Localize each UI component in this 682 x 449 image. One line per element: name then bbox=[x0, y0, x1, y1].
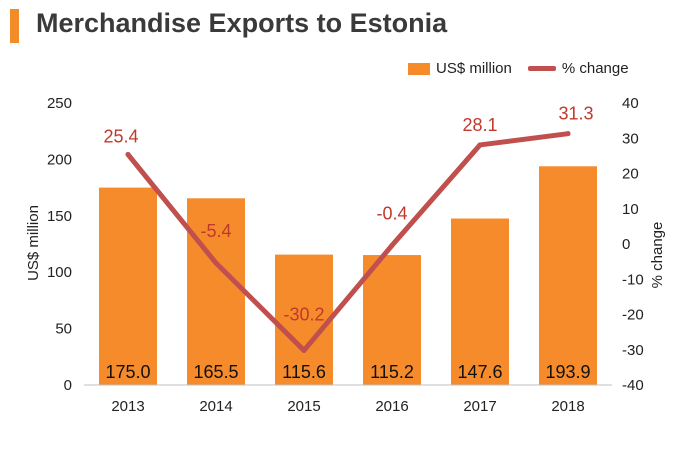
line-point bbox=[565, 131, 571, 137]
y-axis-label-left: US$ million bbox=[25, 205, 42, 281]
pct-change-line bbox=[125, 131, 571, 353]
left-tick-label: 50 bbox=[55, 321, 72, 338]
x-tick-label: 2013 bbox=[111, 398, 144, 415]
x-axis-ticks: 2013 2014 2015 2016 2017 2018 bbox=[111, 398, 584, 415]
right-tick-label: 10 bbox=[622, 201, 639, 218]
bar bbox=[99, 187, 157, 385]
bar bbox=[363, 255, 421, 385]
left-tick-label: 150 bbox=[47, 208, 72, 225]
right-tick-label: -30 bbox=[622, 342, 644, 359]
right-tick-label: -10 bbox=[622, 271, 644, 288]
line-point bbox=[301, 347, 307, 353]
bar-data-label: 193.9 bbox=[545, 362, 590, 382]
bar bbox=[451, 218, 509, 385]
left-axis-ticks: 0 50 100 150 200 250 bbox=[47, 95, 72, 394]
legend-item-bar: US$ million bbox=[408, 60, 512, 77]
line-point bbox=[477, 142, 483, 148]
bar-data-label: 175.0 bbox=[105, 362, 150, 382]
legend-label-line: % change bbox=[561, 60, 629, 77]
right-tick-label: 0 bbox=[622, 236, 630, 253]
bar-series bbox=[99, 166, 597, 385]
bar-data-labels: 175.0 165.5 115.6 115.2 147.6 193.9 bbox=[105, 362, 590, 382]
line-point bbox=[125, 151, 131, 157]
right-tick-label: -20 bbox=[622, 307, 644, 324]
right-tick-label: 30 bbox=[622, 130, 639, 147]
left-tick-label: 200 bbox=[47, 151, 72, 168]
line-data-label: -0.4 bbox=[376, 203, 407, 223]
left-tick-label: 100 bbox=[47, 264, 72, 281]
bar-data-label: 115.2 bbox=[370, 362, 414, 382]
chart-title: Merchandise Exports to Estonia bbox=[36, 8, 448, 38]
x-tick-label: 2018 bbox=[551, 398, 584, 415]
right-tick-label: 20 bbox=[622, 166, 639, 183]
x-tick-label: 2015 bbox=[287, 398, 320, 415]
x-tick-label: 2017 bbox=[463, 398, 496, 415]
y-axis-label-right: % change bbox=[649, 222, 666, 289]
bar-data-label: 115.6 bbox=[282, 362, 326, 382]
title-accent-bar bbox=[10, 9, 19, 43]
bar-data-label: 165.5 bbox=[193, 362, 238, 382]
legend-item-line: % change bbox=[527, 60, 629, 77]
line-data-label: 31.3 bbox=[558, 104, 593, 124]
right-axis-ticks: -40 -30 -20 -10 0 10 20 30 40 bbox=[622, 95, 644, 394]
left-tick-label: 0 bbox=[64, 377, 72, 394]
bar bbox=[187, 198, 245, 385]
legend-swatch-bar bbox=[408, 62, 430, 75]
legend-label-bar: US$ million bbox=[436, 60, 512, 77]
line-data-label: -30.2 bbox=[283, 304, 324, 324]
line-point bbox=[213, 260, 219, 266]
line-data-labels: 25.4 -5.4 -30.2 -0.4 28.1 31.3 bbox=[103, 104, 594, 353]
bar bbox=[275, 254, 333, 385]
line-point bbox=[389, 242, 395, 248]
line-data-label: -5.4 bbox=[200, 221, 231, 241]
bar-data-label: 147.6 bbox=[457, 362, 502, 382]
bar bbox=[539, 166, 597, 385]
left-tick-label: 250 bbox=[47, 95, 72, 112]
right-tick-label: -40 bbox=[622, 377, 644, 394]
right-tick-label: 40 bbox=[622, 95, 639, 112]
line-data-label: 28.1 bbox=[462, 115, 497, 135]
x-tick-label: 2016 bbox=[375, 398, 408, 415]
x-tick-label: 2014 bbox=[199, 398, 232, 415]
line-data-label: 25.4 bbox=[103, 126, 138, 146]
legend-swatch-line bbox=[527, 66, 556, 71]
legend: US$ million % change bbox=[408, 60, 645, 77]
